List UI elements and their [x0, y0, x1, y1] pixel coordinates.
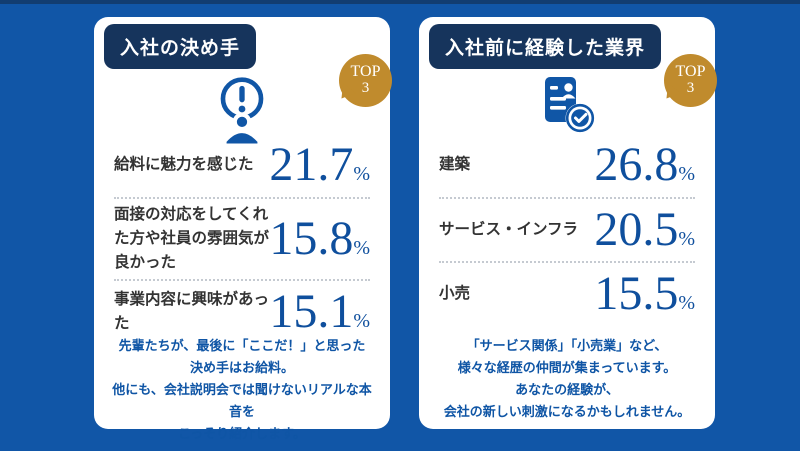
- percent-unit: %: [353, 237, 370, 260]
- top-edge-strip: [0, 0, 800, 4]
- percent-unit: %: [678, 228, 695, 250]
- stat-label: 事業内容に興味があった: [114, 291, 270, 333]
- note-line: あなたの経験が、: [515, 382, 619, 398]
- top3-badge: TOP 3: [664, 54, 717, 107]
- stat-label: 給料に魅力を感じた: [114, 155, 254, 173]
- percent-unit: %: [678, 163, 695, 185]
- note-line: 決め手はお給料。: [189, 360, 294, 376]
- stat-label: 面接の対応をしてくれた方や社員の雰囲気が良かった: [114, 206, 270, 272]
- card-title-deciding-factor: 入社の決め手: [104, 24, 257, 69]
- note-line: 「サービス関係」「小売業」など、: [466, 338, 668, 353]
- stat-row: 建築 26.8%: [439, 133, 695, 197]
- card-title-prior-industries: 入社前に経験した業界: [429, 24, 662, 69]
- card-deciding-factor: 入社の決め手 TOP 3 給料に魅力を感じた 21.7% 面接の対応をしてくれた…: [94, 17, 392, 441]
- stat-label: 小売: [439, 284, 471, 302]
- card-note: 先輩たちが、最後に「ここだ！」と思った 決め手はお給料。 他にも、会社説明会では…: [107, 335, 377, 445]
- speech-exclamation-person-icon: [94, 73, 390, 145]
- percent-unit: %: [353, 310, 370, 333]
- stat-value: 15.8%: [269, 212, 370, 266]
- top3-badge-text: TOP: [675, 63, 706, 81]
- stat-value: 20.5%: [594, 203, 695, 256]
- note-line: 様々な経歴の仲間が集まっています。: [457, 360, 677, 376]
- note-line: 会社の新しい刺激になるかもしれません。: [443, 404, 691, 420]
- stat-row: 面接の対応をしてくれた方や社員の雰囲気が良かった 15.8%: [114, 197, 370, 279]
- percent-unit: %: [678, 292, 695, 314]
- stat-row: サービス・インフラ 20.5%: [439, 197, 695, 261]
- top3-badge: TOP 3: [339, 54, 392, 107]
- stat-rows: 建築 26.8% サービス・インフラ 20.5% 小売 15.5%: [439, 133, 695, 325]
- stat-row: 給料に魅力を感じた 21.7%: [114, 133, 370, 197]
- note-line: こっそり紹介します。: [178, 426, 306, 442]
- top3-badge-text: TOP: [350, 63, 381, 81]
- stat-value: 26.8%: [594, 138, 695, 191]
- note-line: 他にも、会社説明会では聞けないリアルな本音を: [112, 382, 372, 420]
- percent-unit: %: [353, 163, 370, 185]
- stat-row: 小売 15.5%: [439, 261, 695, 325]
- stat-label: 建築: [439, 155, 471, 173]
- card-note: 「サービス関係」「小売業」など、 様々な経歴の仲間が集まっています。 あなたの経…: [432, 335, 702, 423]
- stat-value: 21.7%: [269, 138, 370, 191]
- top3-badge-rank: 3: [686, 80, 695, 97]
- stat-value: 15.1%: [269, 285, 370, 339]
- stat-label: サービス・インフラ: [439, 220, 579, 238]
- card-prior-industries: 入社前に経験した業界 TOP 3 建築 26.8% サービス・インフラ 20.5…: [419, 17, 717, 429]
- top3-badge-rank: 3: [361, 80, 370, 97]
- stat-rows: 給料に魅力を感じた 21.7% 面接の対応をしてくれた方や社員の雰囲気が良かった…: [114, 133, 370, 343]
- note-line: 先輩たちが、最後に「ここだ！」と思った: [118, 338, 366, 353]
- resume-check-icon: [419, 73, 715, 139]
- stat-row: 事業内容に興味があった 15.1%: [114, 279, 370, 343]
- stat-value: 15.5%: [594, 267, 695, 320]
